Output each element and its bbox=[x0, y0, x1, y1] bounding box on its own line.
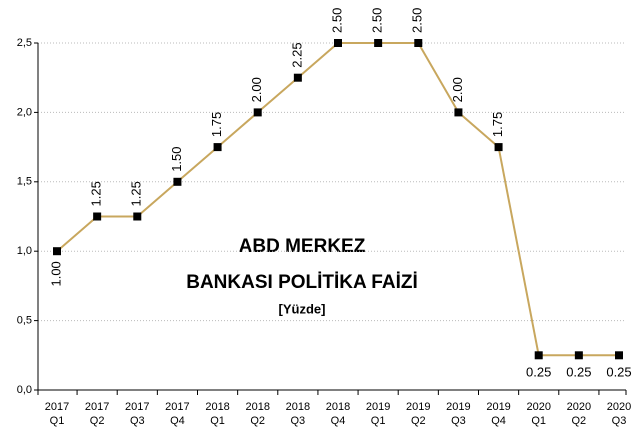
data-label: 1.75 bbox=[209, 112, 224, 137]
data-label: 1.00 bbox=[48, 261, 63, 286]
marker bbox=[293, 73, 302, 82]
data-label: 0.25 bbox=[566, 365, 591, 380]
x-tick-label: Q3 bbox=[612, 415, 627, 427]
data-label: 0.25 bbox=[606, 365, 631, 380]
x-tick-label: Q1 bbox=[371, 415, 386, 427]
x-tick-label: 2017 bbox=[125, 401, 149, 413]
marker bbox=[133, 212, 142, 221]
x-tick-label: Q3 bbox=[451, 415, 466, 427]
x-tick-label: 2018 bbox=[245, 401, 269, 413]
x-tick-label: 2017 bbox=[85, 401, 109, 413]
data-label: 0.25 bbox=[526, 365, 551, 380]
x-tick-label: 2019 bbox=[406, 401, 430, 413]
data-label: 1.25 bbox=[129, 181, 144, 206]
x-tick-label: Q2 bbox=[572, 415, 587, 427]
x-tick-label: 2019 bbox=[366, 401, 390, 413]
marker bbox=[414, 39, 423, 47]
annotation: [Yüzde] bbox=[279, 301, 326, 316]
x-tick-label: 2019 bbox=[486, 401, 510, 413]
marker bbox=[334, 39, 342, 47]
x-tick-label: 2020 bbox=[526, 401, 550, 413]
data-label: 2.25 bbox=[289, 42, 304, 67]
x-tick-label: Q3 bbox=[130, 415, 145, 427]
x-tick-label: Q1 bbox=[531, 415, 546, 427]
marker bbox=[454, 108, 463, 117]
x-tick-label: 2018 bbox=[286, 401, 310, 413]
x-tick-label: Q1 bbox=[50, 415, 65, 427]
data-label: 2.00 bbox=[450, 77, 465, 102]
marker bbox=[93, 212, 102, 221]
y-tick-label: 1,0 bbox=[17, 245, 32, 257]
y-tick-label: 1,5 bbox=[17, 176, 32, 188]
marker bbox=[213, 143, 222, 152]
data-label: 2.50 bbox=[329, 8, 344, 33]
data-label: 1.25 bbox=[89, 181, 104, 206]
x-tick-label: Q2 bbox=[250, 415, 265, 427]
x-tick-label: 2019 bbox=[446, 401, 470, 413]
x-tick-label: Q2 bbox=[411, 415, 426, 427]
x-tick-label: 2018 bbox=[326, 401, 350, 413]
y-tick-label: 0,0 bbox=[17, 384, 32, 396]
label-bg bbox=[520, 363, 557, 381]
x-tick-label: Q4 bbox=[331, 415, 346, 427]
data-label: 2.50 bbox=[370, 8, 385, 33]
x-tick-label: Q2 bbox=[90, 415, 105, 427]
x-tick-label: Q1 bbox=[210, 415, 225, 427]
x-tick-label: Q3 bbox=[291, 415, 306, 427]
data-label: 2.00 bbox=[249, 77, 264, 102]
x-tick-label: 2017 bbox=[165, 401, 189, 413]
marker bbox=[615, 351, 623, 360]
marker bbox=[173, 177, 182, 186]
marker bbox=[494, 143, 503, 152]
annotation: BANKASI POLİTİKA FAİZİ bbox=[186, 272, 418, 293]
label-bg bbox=[560, 363, 597, 381]
data-label: 1.50 bbox=[169, 146, 184, 171]
y-tick-label: 2,0 bbox=[17, 106, 32, 118]
x-tick-label: 2017 bbox=[45, 401, 69, 413]
marker bbox=[53, 247, 61, 256]
x-tick-label: 2020 bbox=[607, 401, 631, 413]
label-bg bbox=[601, 363, 632, 381]
marker bbox=[374, 39, 383, 47]
marker bbox=[534, 351, 543, 360]
data-label: 1.75 bbox=[490, 112, 505, 137]
annotation: ABD MERKEZ bbox=[239, 236, 366, 257]
marker bbox=[253, 108, 262, 117]
x-tick-label: Q4 bbox=[491, 415, 506, 427]
marker bbox=[574, 351, 583, 360]
y-tick-label: 0,5 bbox=[17, 315, 32, 327]
x-tick-label: 2020 bbox=[567, 401, 591, 413]
x-tick-label: Q4 bbox=[170, 415, 185, 427]
data-label: 2.50 bbox=[410, 8, 425, 33]
y-tick-label: 2,5 bbox=[17, 37, 32, 49]
x-tick-label: 2018 bbox=[205, 401, 229, 413]
